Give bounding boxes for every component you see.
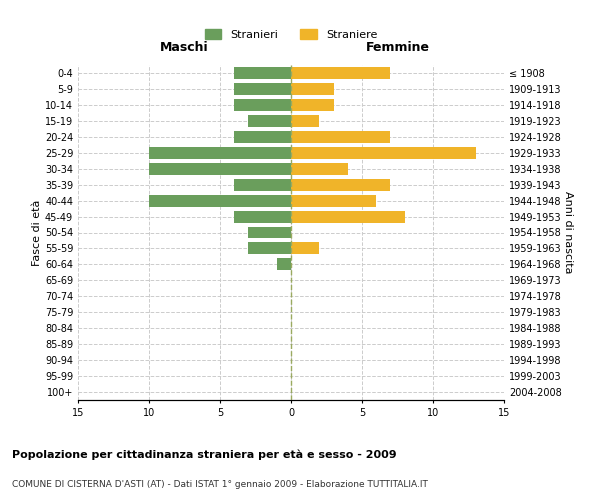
Bar bbox=[248, 242, 291, 254]
Bar bbox=[291, 99, 334, 111]
Legend: Stranieri, Straniere: Stranieri, Straniere bbox=[199, 24, 383, 46]
Y-axis label: Fasce di età: Fasce di età bbox=[32, 200, 42, 266]
Bar bbox=[149, 194, 291, 206]
Bar bbox=[291, 194, 376, 206]
Bar bbox=[234, 131, 291, 143]
Bar bbox=[291, 67, 391, 79]
Bar bbox=[291, 242, 319, 254]
Bar bbox=[234, 178, 291, 190]
Bar bbox=[291, 162, 348, 174]
Bar bbox=[277, 258, 291, 270]
Text: Popolazione per cittadinanza straniera per età e sesso - 2009: Popolazione per cittadinanza straniera p… bbox=[12, 450, 397, 460]
Text: COMUNE DI CISTERNA D'ASTI (AT) - Dati ISTAT 1° gennaio 2009 - Elaborazione TUTTI: COMUNE DI CISTERNA D'ASTI (AT) - Dati IS… bbox=[12, 480, 428, 489]
Bar bbox=[234, 67, 291, 79]
Bar bbox=[291, 115, 319, 127]
Bar bbox=[248, 115, 291, 127]
Text: Maschi: Maschi bbox=[160, 41, 209, 54]
Bar bbox=[234, 210, 291, 222]
Y-axis label: Anni di nascita: Anni di nascita bbox=[563, 191, 573, 274]
Bar bbox=[248, 226, 291, 238]
Bar bbox=[291, 210, 404, 222]
Bar bbox=[234, 83, 291, 95]
Text: Femmine: Femmine bbox=[365, 41, 430, 54]
Bar bbox=[291, 83, 334, 95]
Bar bbox=[149, 162, 291, 174]
Bar bbox=[291, 147, 476, 158]
Bar bbox=[149, 147, 291, 158]
Bar bbox=[234, 99, 291, 111]
Bar bbox=[291, 131, 391, 143]
Bar bbox=[291, 178, 391, 190]
